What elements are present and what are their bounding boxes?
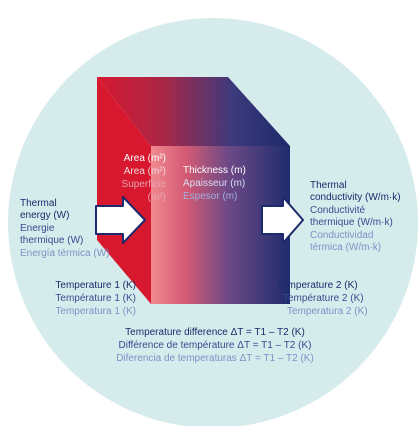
thermal-conductivity-label-fr-2: thermique (W/m·k) [310, 217, 393, 228]
area-label-es-2: (m²) [147, 192, 166, 203]
area-label-es-1: Superficie [121, 179, 166, 190]
temperature-2-label-es: Temperatura 2 (K) [287, 306, 368, 317]
thermal-conductivity-label-en-1: Thermal [310, 180, 347, 191]
temperature-2-label-fr: Température 2 (K) [283, 293, 364, 304]
right-arrow-icon [261, 196, 304, 244]
thermal-energy-label-fr-2: thermique (W) [20, 235, 84, 246]
temperature-2-label-en: Temperature 2 (K) [277, 280, 358, 291]
temperature-1-label-fr: Température 1 (K) [55, 293, 136, 304]
thermal-conductivity-label-es-2: térmica (W/m·k) [310, 242, 382, 253]
left-arrow-icon [95, 196, 146, 244]
area-label-en: Area (m²) [123, 153, 166, 164]
thermal-energy-label-en-1: Thermal [20, 198, 57, 209]
slab-front-face [151, 146, 290, 304]
thermal-conductivity-label-fr-1: Conductivité [310, 205, 366, 216]
temperature-difference-label-fr: Différence de température ΔT = T1 – T2 (… [118, 340, 312, 351]
thickness-label-en: Thickness (m) [183, 165, 246, 176]
thermal-conductivity-label-en-2: conductivity (W/m·k) [310, 192, 401, 203]
area-label-fr: Area (m²) [123, 166, 166, 177]
slab-side-face [97, 77, 151, 304]
thermal-conductivity-label-es-1: Conductividad [310, 230, 374, 241]
temperature-difference-label-es: Diferencia de temperaturas ΔT = T1 – T2 … [116, 353, 314, 364]
temperature-difference-label-en: Temperature difference ΔT = T1 – T2 (K) [125, 327, 305, 338]
thermal-energy-label-en-2: energy (W) [20, 210, 70, 221]
thermal-energy-label-fr-1: Energie [20, 223, 55, 234]
slab-top-face [97, 77, 290, 146]
temperature-1-label-en: Temperature 1 (K) [55, 280, 136, 291]
thickness-label-fr: Apaisseur (m) [183, 178, 246, 189]
temperature-1-label-es: Temperatura 1 (K) [55, 306, 136, 317]
thermal-energy-label-es: Energía térmica (W) [20, 248, 110, 259]
thickness-label-es: Espesor (m) [183, 191, 238, 202]
